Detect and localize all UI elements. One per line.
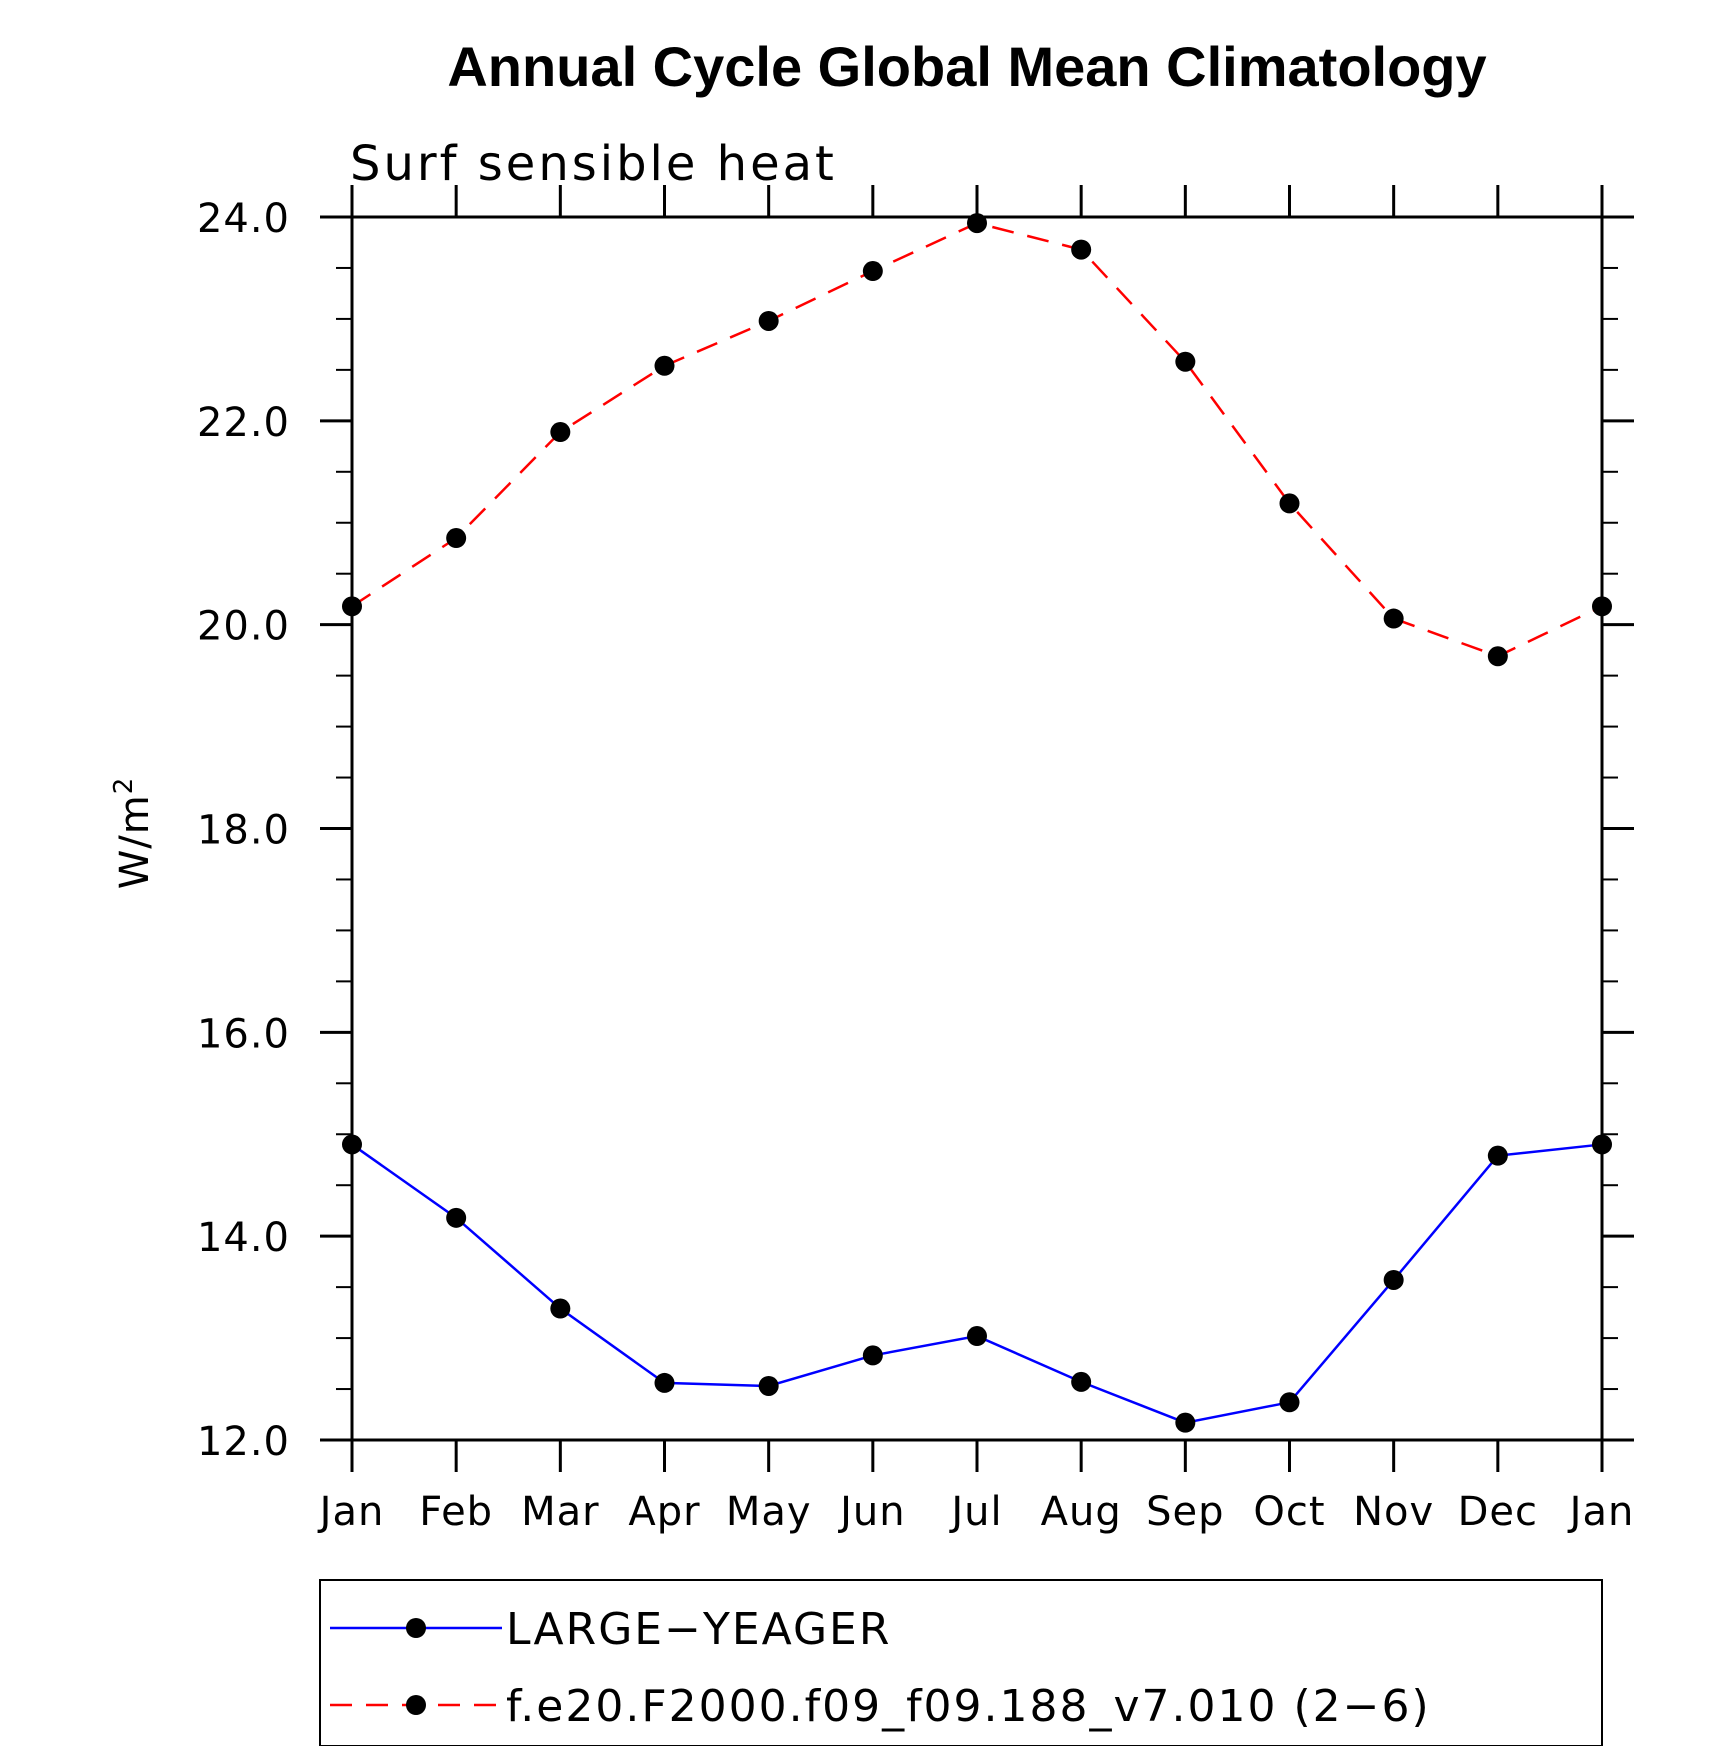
x-tick-label: Feb xyxy=(419,1489,493,1535)
x-tick-label: Jun xyxy=(837,1489,906,1535)
data-point xyxy=(1175,351,1196,372)
y-tick-label: 24.0 xyxy=(197,196,290,242)
y-axis-label: W/m2 xyxy=(109,777,158,890)
data-point xyxy=(862,1345,883,1366)
chart-subtitle: Surf sensible heat xyxy=(350,136,837,192)
data-point xyxy=(342,596,362,617)
x-tick-label: Jan xyxy=(317,1489,385,1535)
data-point xyxy=(1487,1145,1508,1166)
legend-marker xyxy=(406,1618,426,1638)
data-point xyxy=(1279,1392,1300,1413)
x-tick-label: Sep xyxy=(1146,1489,1224,1535)
x-tick-label: Nov xyxy=(1353,1489,1434,1535)
data-point xyxy=(967,1326,987,1347)
data-point xyxy=(758,310,779,331)
chart-title: Annual Cycle Global Mean Climatology xyxy=(447,35,1486,98)
data-point xyxy=(342,1134,362,1155)
x-tick-label: Aug xyxy=(1041,1489,1122,1535)
legend-box xyxy=(319,1579,1603,1746)
x-tick-label: Dec xyxy=(1458,1489,1538,1535)
data-point xyxy=(1592,596,1612,617)
data-point xyxy=(1487,646,1508,667)
y-tick-label: 16.0 xyxy=(197,1011,290,1057)
series-line xyxy=(351,1143,1603,1424)
data-point xyxy=(1383,1269,1404,1290)
axis-ticks: Jan Feb Mar Apr May Jun Jul Aug Sep Oct Nov Dec Jan 1… xyxy=(197,185,1634,1535)
series-2 xyxy=(342,213,1612,667)
legend: LARGE−YEAGER f.e20.F2000.f09_f09.188_v7.0… xyxy=(319,1579,1603,1746)
x-tick-label: Jul xyxy=(948,1489,1002,1535)
legend-label: f.e20.F2000.f09_f09.188_v7.010 (2−6) xyxy=(506,1681,1431,1732)
data-point xyxy=(1383,608,1404,629)
x-tick-label: Apr xyxy=(628,1489,700,1535)
legend-item: LARGE−YEAGER xyxy=(330,1604,891,1655)
data-point xyxy=(654,355,675,376)
y-axis-label-unit: W/m xyxy=(112,794,158,889)
data-point xyxy=(1279,493,1300,514)
legend-label: LARGE−YEAGER xyxy=(506,1604,891,1655)
legend-marker xyxy=(406,1695,426,1715)
series-line xyxy=(351,221,1603,658)
y-tick-label: 12.0 xyxy=(197,1419,290,1465)
data-point xyxy=(1071,239,1092,260)
x-tick-label: Mar xyxy=(521,1489,599,1535)
x-tick-label: Oct xyxy=(1253,1489,1325,1535)
data-point xyxy=(446,1207,467,1228)
y-tick-label: 18.0 xyxy=(197,808,290,854)
y-tick-label: 14.0 xyxy=(197,1215,290,1261)
x-tick-label: May xyxy=(726,1489,812,1535)
x-tick-label: Jan xyxy=(1567,1489,1635,1535)
series-1 xyxy=(342,1134,1612,1433)
data-point xyxy=(758,1375,779,1396)
y-tick-label: 22.0 xyxy=(197,400,290,446)
plot-series xyxy=(342,213,1612,1433)
data-point xyxy=(654,1372,675,1393)
data-point xyxy=(1592,1134,1612,1155)
y-tick-label: 20.0 xyxy=(197,604,290,650)
data-point xyxy=(1071,1371,1092,1392)
legend-item: f.e20.F2000.f09_f09.188_v7.010 (2−6) xyxy=(330,1681,1431,1732)
data-point xyxy=(862,261,883,282)
y-axis-label-text: W/m2 xyxy=(109,777,158,890)
data-point xyxy=(550,422,571,443)
y-axis-label-superscript: 2 xyxy=(109,777,139,795)
data-point xyxy=(967,213,987,234)
data-point xyxy=(446,528,467,549)
data-point xyxy=(550,1298,571,1319)
data-point xyxy=(1175,1412,1196,1433)
